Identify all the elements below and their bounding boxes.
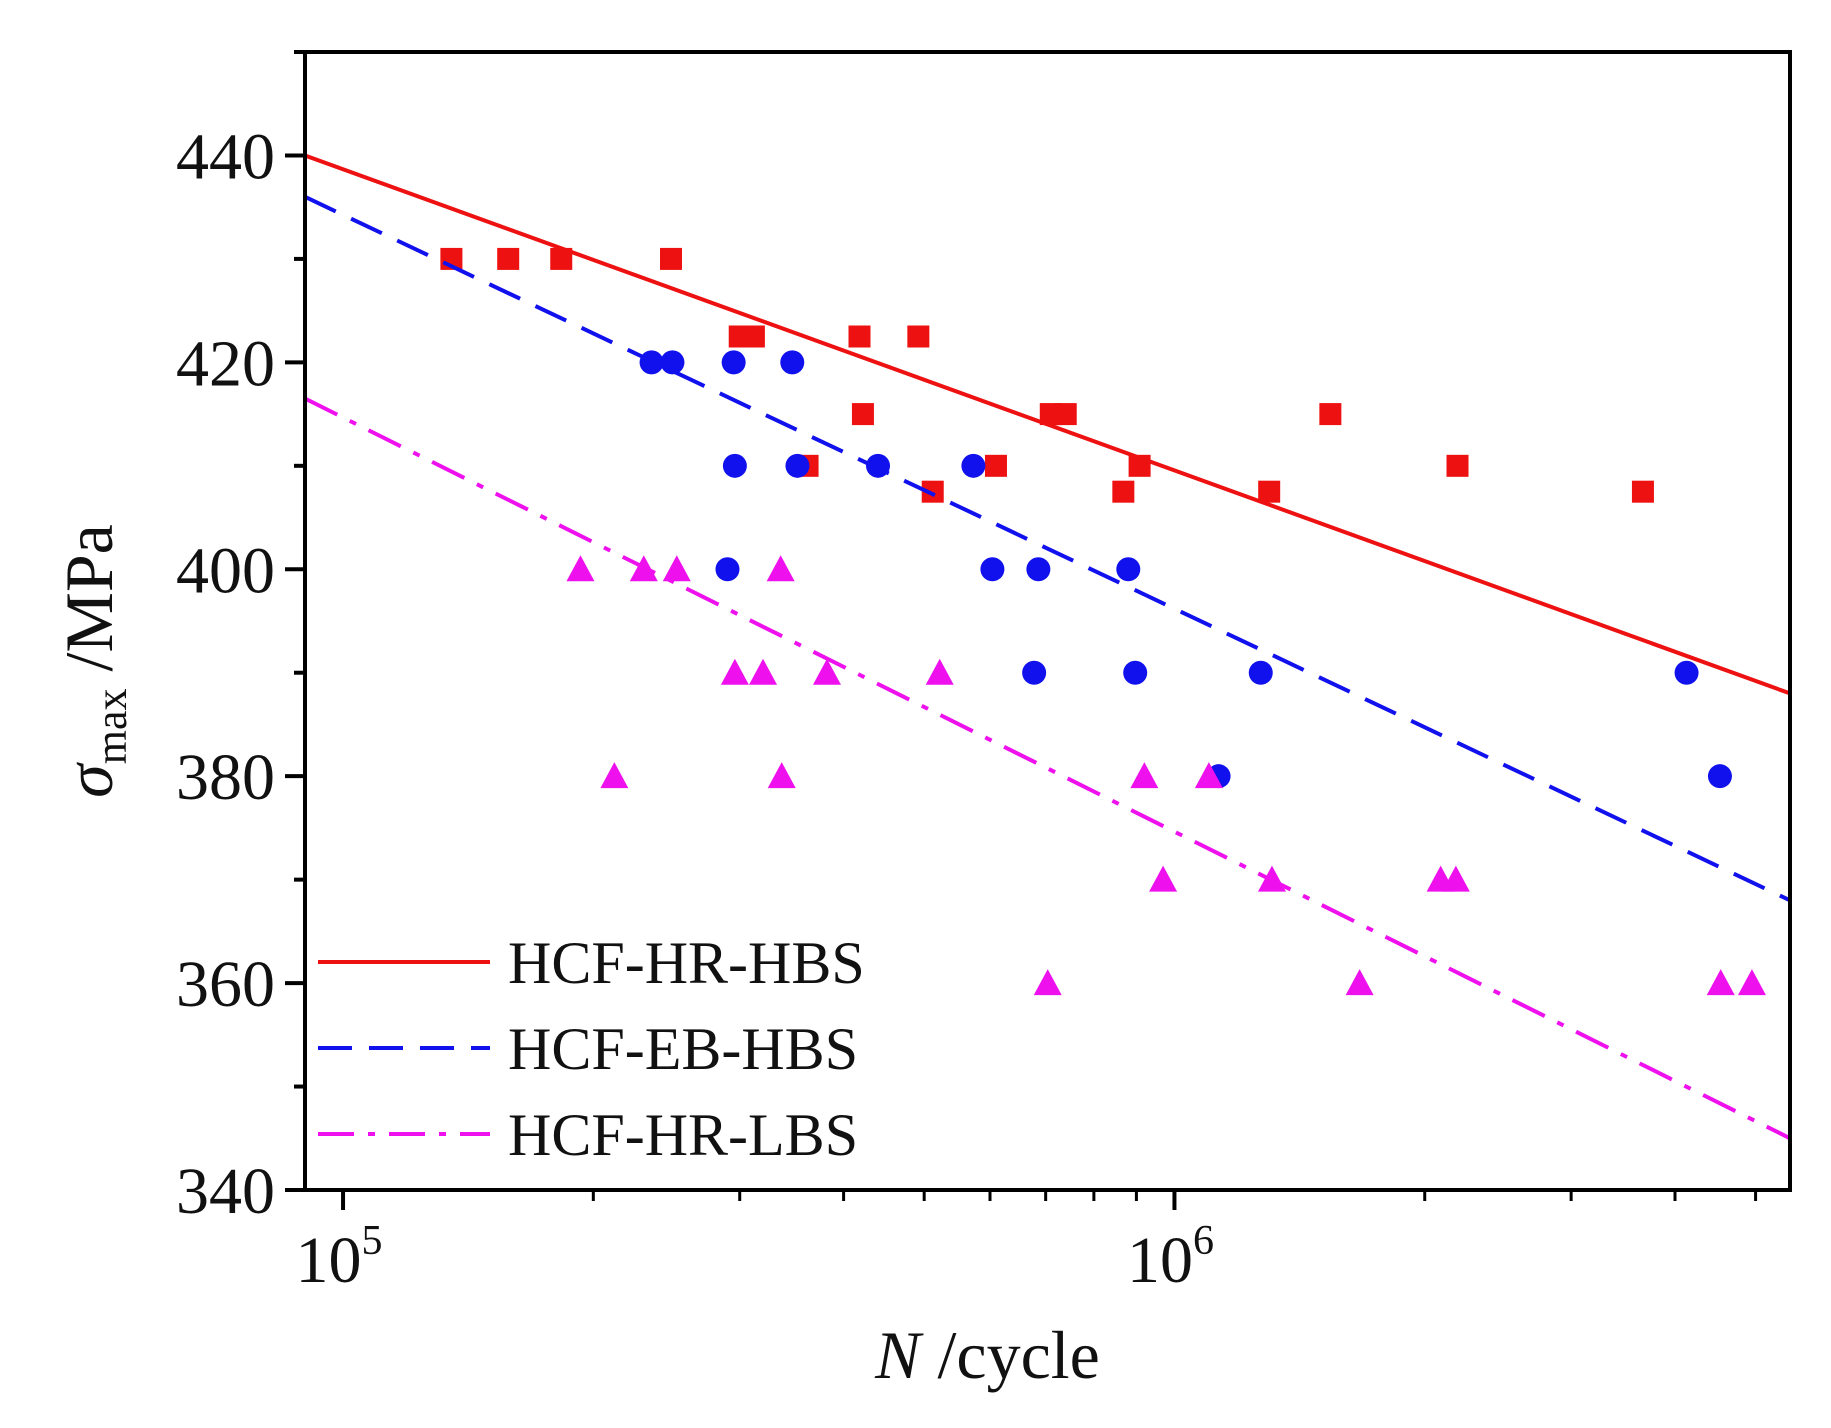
data-point-hcf-hr-lbs-14 [1257,865,1286,892]
data-point-hcf-eb-hbs-11 [1026,557,1051,582]
series-layer [305,153,1790,1141]
data-point-hcf-eb-hbs-15 [1248,660,1273,685]
data-point-hcf-eb-hbs-18 [1707,764,1732,789]
data-point-hcf-eb-hbs-16 [1674,660,1699,685]
legend-label-hcf-hr-lbs: HCF-HR-LBS [508,1102,858,1168]
data-point-hcf-hr-lbs-3 [662,555,691,582]
data-point-hcf-eb-hbs-5 [722,453,747,478]
x-tick-label-exponent: 6 [1193,1218,1214,1264]
data-point-hcf-eb-hbs-3 [721,350,746,375]
data-point-hcf-eb-hbs-13 [1022,660,1047,685]
data-point-hcf-hr-hbs-20 [1631,480,1654,503]
data-point-hcf-eb-hbs-8 [961,453,986,478]
data-point-hcf-hr-lbs-20 [1737,969,1766,996]
x-tick-label-exponent: 5 [362,1218,383,1264]
axes-frame [303,50,1792,1192]
data-point-hcf-eb-hbs-4 [780,350,805,375]
series-hcf-hr-hbs [305,153,1790,696]
data-point-hcf-eb-hbs-2 [660,350,685,375]
data-point-hcf-hr-lbs-11 [1130,762,1159,789]
y-tick-label-360: 360 [176,948,275,1021]
data-point-hcf-hr-hbs-8 [907,325,930,348]
y-axis-title-subscript: max [87,689,136,765]
x-axis-title: N /cycle [874,1317,1100,1393]
data-point-hcf-hr-lbs-8 [925,658,954,685]
x-axis-title-variable: N [874,1317,924,1393]
series-hcf-eb-hbs [305,195,1790,903]
legend: HCF-HR-HBS HCF-EB-HBS HCF-HR-LBS [318,930,865,1168]
data-point-hcf-hr-lbs-2 [629,555,658,582]
data-point-hcf-hr-hbs-11 [921,480,944,503]
data-point-hcf-hr-hbs-19 [1446,454,1469,477]
y-tick-label-420: 420 [176,327,275,400]
data-point-hcf-hr-lbs-7 [812,658,841,685]
y-tick-label-440: 440 [176,120,275,193]
x-axis-title-unit: /cycle [921,1317,1100,1393]
data-point-hcf-hr-lbs-4 [766,555,795,582]
data-point-hcf-hr-lbs-17 [1033,969,1062,996]
data-point-hcf-eb-hbs-12 [1116,557,1141,582]
data-point-hcf-hr-lbs-9 [600,762,629,789]
data-point-hcf-hr-lbs-6 [749,658,778,685]
x-tick-label-base: 10 [1127,1224,1193,1297]
y-axis-title-symbol: σ [51,762,127,798]
legend-label-hcf-hr-hbs: HCF-HR-HBS [508,930,865,996]
y-axis-title: σmax /MPa [51,524,136,798]
x-tick-label-base: 10 [296,1224,362,1297]
y-tick-label-340: 340 [176,1155,275,1228]
data-point-hcf-hr-hbs-17 [1258,480,1281,503]
data-point-hcf-hr-lbs-5 [720,658,749,685]
data-point-hcf-hr-hbs-4 [659,247,682,270]
y-tick-label-380: 380 [176,741,275,814]
data-point-hcf-hr-hbs-12 [984,454,1007,477]
data-point-hcf-hr-hbs-2 [497,247,520,270]
plot-border [303,50,1792,1192]
data-point-hcf-eb-hbs-7 [866,453,891,478]
data-point-hcf-hr-hbs-15 [1112,480,1135,503]
x-tick-label-100000: 105 [296,1218,383,1297]
x-tick-label-1000000: 106 [1127,1218,1214,1297]
data-point-hcf-hr-lbs-13 [1149,865,1178,892]
data-point-hcf-hr-hbs-6 [742,325,765,348]
data-point-hcf-hr-hbs-9 [851,403,874,426]
data-point-hcf-hr-hbs-7 [848,325,871,348]
legend-label-hcf-eb-hbs: HCF-EB-HBS [508,1016,858,1082]
data-point-hcf-hr-lbs-10 [767,762,796,789]
axis-titles: N /cycle σmax /MPa [51,524,1100,1393]
data-point-hcf-hr-hbs-18 [1319,403,1342,426]
data-point-hcf-hr-hbs-3 [550,247,573,270]
fit-line-hcf-eb-hbs [305,195,1790,903]
data-point-hcf-hr-lbs-16 [1441,865,1470,892]
data-point-hcf-hr-hbs-14 [1054,403,1077,426]
data-point-hcf-eb-hbs-1 [639,350,664,375]
data-point-hcf-hr-lbs-12 [1194,762,1223,789]
y-tick-label-400: 400 [176,534,275,607]
data-point-hcf-hr-lbs-18 [1345,969,1374,996]
data-point-hcf-eb-hbs-14 [1123,660,1148,685]
data-point-hcf-eb-hbs-6 [785,453,810,478]
fit-line-hcf-hr-lbs [305,396,1790,1141]
series-hcf-hr-lbs [305,396,1790,1141]
data-point-hcf-hr-hbs-16 [1128,454,1151,477]
data-point-hcf-eb-hbs-10 [980,557,1005,582]
data-point-hcf-eb-hbs-9 [715,557,740,582]
data-point-hcf-hr-lbs-19 [1706,969,1735,996]
data-point-hcf-hr-lbs-1 [566,555,595,582]
y-axis-title-unit: /MPa [51,524,127,688]
